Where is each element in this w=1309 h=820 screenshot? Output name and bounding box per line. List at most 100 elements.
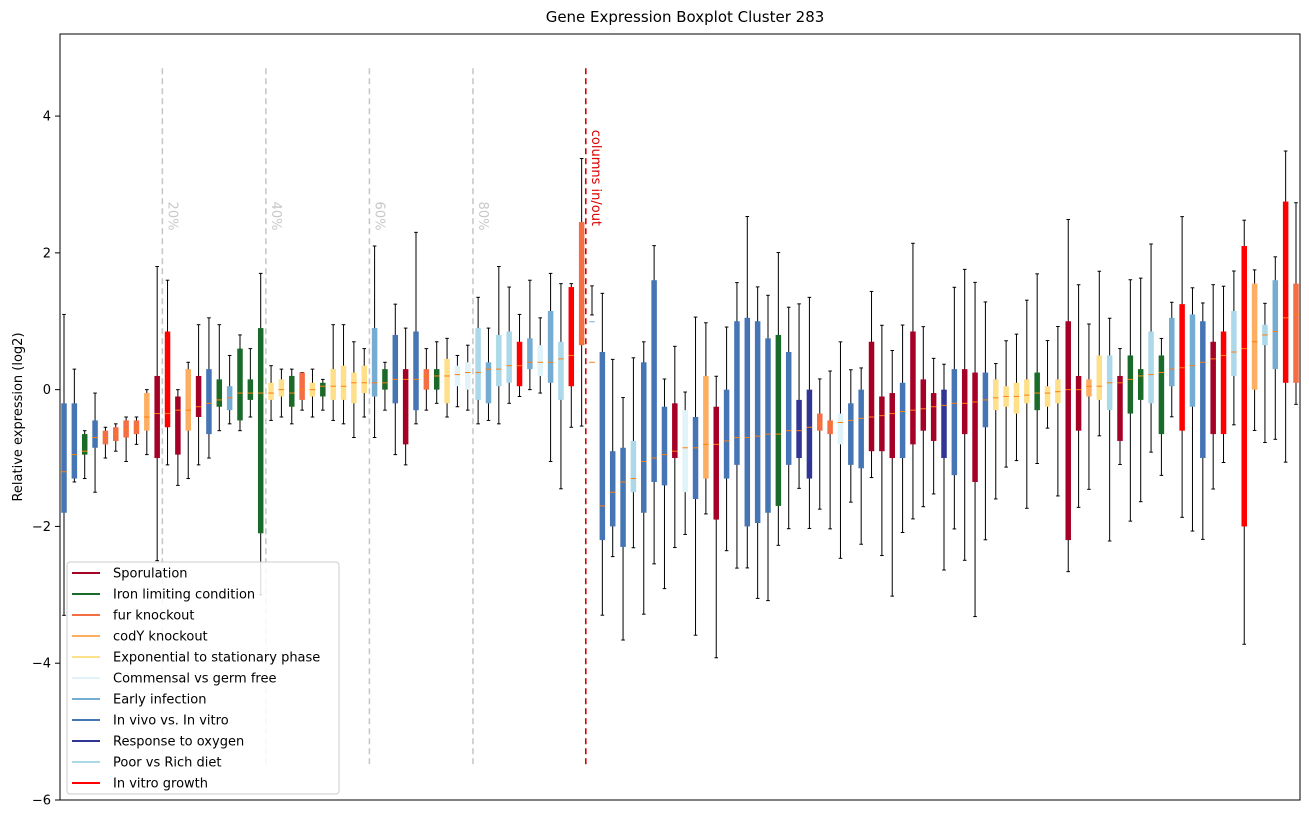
box-oxygen <box>941 363 947 571</box>
box-expo <box>1044 340 1051 429</box>
box-diet <box>558 283 564 490</box>
box-early <box>589 285 595 363</box>
box-body <box>330 369 336 400</box>
box-vitro <box>1220 285 1227 464</box>
box-commensal <box>837 341 844 559</box>
box-iron <box>1034 273 1040 465</box>
box-body <box>993 379 999 411</box>
box-expo <box>309 368 316 418</box>
box-iron <box>289 368 295 425</box>
box-body <box>268 382 274 400</box>
box-invivo <box>899 324 906 534</box>
box-commensal <box>465 344 471 411</box>
box-diet <box>1148 243 1154 453</box>
box-body <box>61 403 67 513</box>
box-vitro <box>1241 219 1247 645</box>
box-body <box>723 389 730 479</box>
box-early <box>1169 301 1175 418</box>
box-invivo <box>651 245 657 565</box>
box-invivo <box>620 397 626 641</box>
box-body <box>827 420 833 435</box>
box-fur <box>1293 202 1299 405</box>
box-body <box>1013 382 1020 414</box>
box-diet <box>630 357 637 549</box>
box-body <box>506 331 512 383</box>
box-invivo <box>661 378 668 590</box>
box-sporulation <box>1210 284 1216 490</box>
box-body <box>817 413 823 431</box>
box-iron <box>257 272 264 596</box>
box-body <box>703 375 709 479</box>
box-body <box>1282 201 1289 383</box>
box-body <box>692 417 699 500</box>
box-early <box>1189 287 1196 532</box>
box-body <box>1075 375 1082 431</box>
box-body <box>630 440 637 493</box>
box-invivo <box>413 231 419 425</box>
box-oxygen <box>806 296 813 529</box>
box-invivo <box>848 369 854 503</box>
box-early <box>485 327 492 421</box>
box-invivo <box>92 392 98 493</box>
box-body <box>454 365 461 387</box>
legend-label: Response to oxygen <box>113 735 244 750</box>
split-line-label: columns in/out <box>588 130 603 226</box>
box-expo <box>1096 270 1103 437</box>
box-fur <box>113 423 119 452</box>
box-sporulation <box>402 327 409 466</box>
box-expo <box>1055 325 1061 497</box>
box-iron <box>216 324 223 432</box>
legend-label: Commensal vs germ free <box>113 672 276 687</box>
box-body <box>547 310 554 383</box>
box-body <box>185 369 191 431</box>
box-body <box>237 348 243 421</box>
box-fur <box>827 370 833 530</box>
box-vitro <box>164 279 171 466</box>
legend-label: Exponential to stationary phase <box>113 651 320 666</box>
box-body <box>1272 280 1279 370</box>
box-body <box>858 389 864 469</box>
box-sporulation <box>879 324 885 557</box>
box-diet <box>1106 317 1113 542</box>
legend-label: Sporulation <box>113 567 188 582</box>
box-body <box>320 382 326 397</box>
box-body <box>837 413 844 445</box>
box-body <box>1220 331 1227 435</box>
box-invivo <box>692 316 699 636</box>
box-diet <box>1262 302 1268 444</box>
box-body <box>1034 372 1040 411</box>
box-body <box>1117 375 1123 441</box>
box-expo <box>993 363 999 500</box>
box-fur <box>578 158 585 427</box>
box-fur <box>123 416 129 462</box>
box-body <box>910 331 916 445</box>
box-sporulation <box>1075 284 1082 508</box>
box-sporulation <box>1065 218 1071 573</box>
box-body <box>216 379 223 407</box>
box-expo <box>1024 299 1030 509</box>
legend-label: In vitro growth <box>113 777 208 792</box>
box-sporulation <box>961 268 968 561</box>
box-iron <box>433 341 440 404</box>
box-iron <box>237 334 243 432</box>
box-body <box>796 399 802 459</box>
box-invivo <box>982 301 989 541</box>
box-body <box>475 328 481 400</box>
box-body <box>848 403 854 465</box>
box-expo <box>351 341 357 439</box>
box-body <box>682 410 688 493</box>
box-iron <box>320 378 326 411</box>
y-tick-label: −2 <box>32 520 51 535</box>
legend-label: In vivo vs. In vitro <box>113 714 229 729</box>
box-body <box>382 369 388 390</box>
box-body <box>713 406 719 520</box>
box-iron <box>775 252 782 546</box>
y-tick-label: −6 <box>32 794 51 809</box>
box-body <box>164 331 171 428</box>
axes: −6 −4 −2 0 2 4 <box>32 33 1301 809</box>
box-expo <box>278 368 285 418</box>
box-vitro <box>1179 216 1185 518</box>
box-body <box>651 280 657 482</box>
box-iron <box>1158 337 1165 476</box>
box-iron <box>1137 277 1144 503</box>
